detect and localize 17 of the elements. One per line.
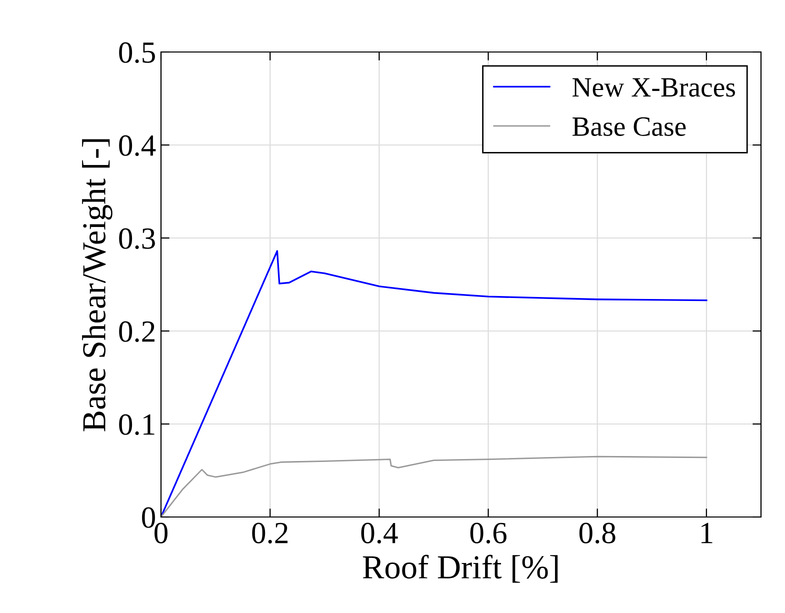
- legend-label: New X-Braces: [572, 78, 735, 97]
- legend-label: Base Case: [572, 117, 686, 136]
- y-tick-label: 0.2: [119, 321, 154, 342]
- line-series: [161, 456, 708, 517]
- y-axis-title: Base Shear/Weight [-]: [82, 139, 112, 432]
- x-tick-label: 1: [702, 522, 712, 544]
- y-tick-label: 0.4: [119, 135, 156, 156]
- line-series: [161, 250, 708, 517]
- y-tick-label: 0.5: [119, 42, 155, 64]
- x-tick-label: 0.6: [470, 522, 506, 544]
- x-axis-title: Roof Drift [%]: [362, 554, 558, 583]
- x-tick-label: 0.8: [579, 522, 616, 544]
- y-tick-label: 0.1: [119, 414, 154, 436]
- y-tick-label: 0: [142, 507, 155, 528]
- x-tick-label: 0.4: [361, 522, 398, 544]
- y-tick-label: 0.3: [119, 228, 155, 250]
- x-tick-label: 0.2: [252, 522, 288, 544]
